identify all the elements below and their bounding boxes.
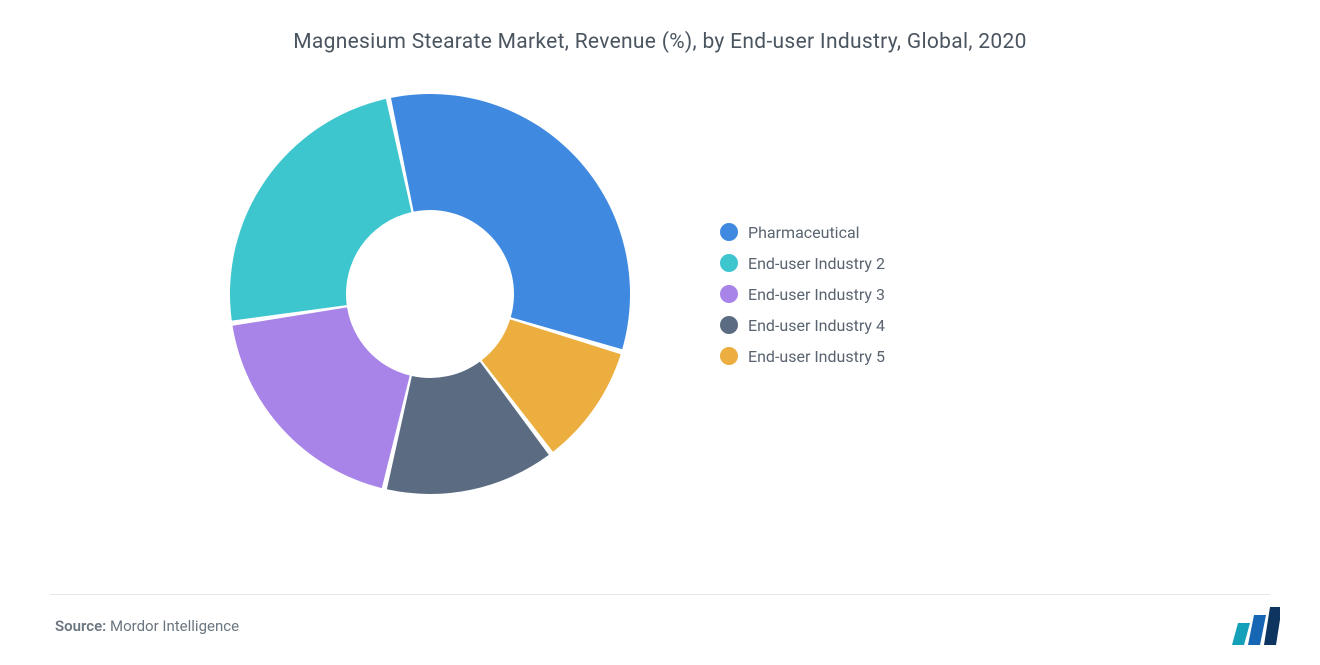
source-attribution: Source: Mordor Intelligence xyxy=(55,617,239,635)
donut-slice xyxy=(230,99,411,321)
legend-swatch xyxy=(720,254,738,272)
legend-item: End-user Industry 4 xyxy=(720,316,885,335)
source-label: Source: xyxy=(55,617,106,635)
legend-label: Pharmaceutical xyxy=(748,223,860,242)
donut-slice xyxy=(391,94,630,349)
legend-label: End-user Industry 2 xyxy=(748,254,885,273)
legend: Pharmaceutical End-user Industry 2 End-use… xyxy=(720,223,885,366)
source-value: Mordor Intelligence xyxy=(110,617,239,635)
legend-item: End-user Industry 3 xyxy=(720,285,885,304)
legend-label: End-user Industry 4 xyxy=(748,316,885,335)
legend-item: End-user Industry 5 xyxy=(720,347,885,366)
legend-label: End-user Industry 3 xyxy=(748,285,885,304)
legend-swatch xyxy=(720,223,738,241)
legend-label: End-user Industry 5 xyxy=(748,347,885,366)
legend-swatch xyxy=(720,347,738,365)
chart-area: Pharmaceutical End-user Industry 2 End-use… xyxy=(50,84,1270,504)
chart-container: Magnesium Stearate Market, Revenue (%), … xyxy=(0,0,1320,665)
brand-logo xyxy=(1230,605,1280,645)
donut-svg xyxy=(220,84,640,504)
legend-swatch xyxy=(720,285,738,303)
legend-item: Pharmaceutical xyxy=(720,223,885,242)
chart-title: Magnesium Stearate Market, Revenue (%), … xyxy=(50,30,1270,54)
logo-icon xyxy=(1230,605,1280,645)
divider xyxy=(50,594,1270,595)
donut-chart xyxy=(220,84,640,504)
legend-swatch xyxy=(720,316,738,334)
legend-item: End-user Industry 2 xyxy=(720,254,885,273)
donut-slice xyxy=(233,307,410,488)
